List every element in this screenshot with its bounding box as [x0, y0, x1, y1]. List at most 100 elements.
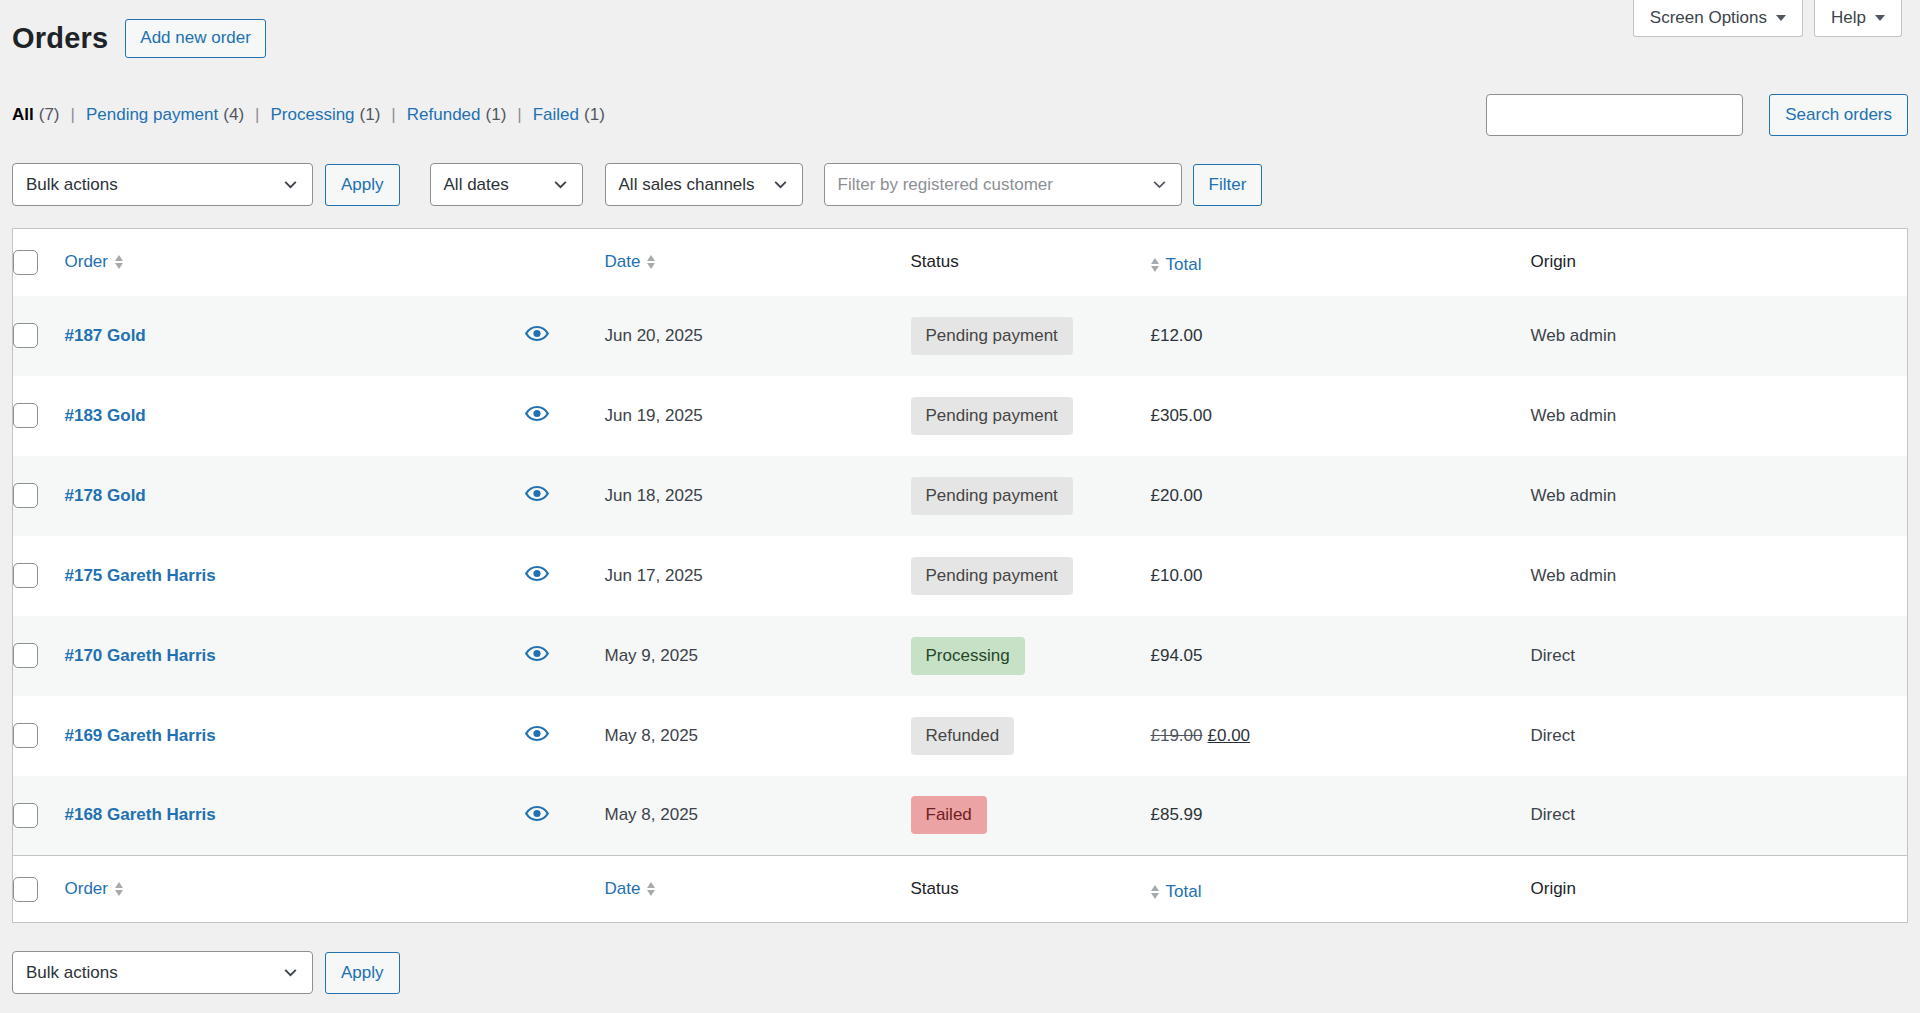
screen-options-tab[interactable]: Screen Options: [1633, 0, 1803, 37]
filter-button[interactable]: Filter: [1193, 164, 1263, 206]
orders-page: Orders Add new order All (7) Pending pay…: [0, 0, 1920, 994]
bulk-actions-select[interactable]: Bulk actions: [12, 163, 313, 206]
apply-button-bottom[interactable]: Apply: [325, 952, 400, 994]
order-date: Jun 18, 2025: [605, 456, 911, 536]
preview-eye-icon[interactable]: [525, 325, 549, 342]
preview-eye-icon[interactable]: [525, 405, 549, 422]
table-footer: Order Date Status Total: [13, 856, 1908, 923]
bulk-actions-selected: Bulk actions: [26, 963, 118, 983]
status-filter-item: Refunded (1): [407, 105, 533, 125]
row-checkbox[interactable]: [13, 323, 38, 348]
order-status-filter-list: All (7) Pending payment (4) Processing (…: [12, 105, 605, 125]
total-amount: £85.99: [1151, 805, 1203, 824]
sort-by-order-link[interactable]: Order: [65, 252, 123, 272]
order-link[interactable]: #168 Gareth Harris: [65, 805, 216, 824]
order-link[interactable]: #178 Gold: [65, 486, 146, 505]
views-row: All (7) Pending payment (4) Processing (…: [12, 93, 1908, 136]
chevron-down-icon: [282, 964, 299, 981]
sales-channel-selected: All sales channels: [619, 175, 755, 195]
date-column-label: Date: [605, 252, 641, 272]
order-date: Jun 20, 2025: [605, 296, 911, 376]
order-column-label: Order: [65, 879, 108, 899]
order-column-label: Order: [65, 252, 108, 272]
order-origin: Web admin: [1531, 376, 1908, 456]
order-date: Jun 19, 2025: [605, 376, 911, 456]
sort-by-date-link[interactable]: Date: [605, 252, 656, 272]
orders-table: Order Date Status Total: [12, 228, 1908, 923]
status-filter-item: Failed (1): [533, 105, 605, 125]
date-column-label: Date: [605, 879, 641, 899]
chevron-down-icon: [1776, 15, 1786, 21]
status-column-label: Status: [911, 252, 959, 271]
sales-channel-filter-select[interactable]: All sales channels: [605, 163, 803, 206]
total-amount: £10.00: [1151, 566, 1203, 585]
status-filter-link[interactable]: Failed: [533, 105, 579, 125]
bulk-actions-select-bottom[interactable]: Bulk actions: [12, 951, 313, 994]
select-all-checkbox[interactable]: [13, 250, 38, 275]
screen-options-label: Screen Options: [1650, 8, 1767, 28]
sort-by-total-link[interactable]: Total: [1151, 882, 1202, 902]
status-filter-link[interactable]: Pending payment: [86, 105, 218, 125]
origin-column-label: Origin: [1531, 252, 1576, 271]
status-filter-link[interactable]: All: [12, 105, 34, 125]
order-row: #178 Gold Jun 18, 2025 Pending payment £…: [13, 456, 1908, 536]
order-row: #169 Gareth Harris May 8, 2025 Refunded …: [13, 696, 1908, 776]
row-checkbox[interactable]: [13, 483, 38, 508]
status-filter-count: (1): [584, 105, 605, 125]
order-total: £20.00: [1151, 456, 1531, 536]
order-date: Jun 17, 2025: [605, 536, 911, 616]
order-link[interactable]: #187 Gold: [65, 326, 146, 345]
order-link[interactable]: #170 Gareth Harris: [65, 646, 216, 665]
total-amount: £20.00: [1151, 486, 1203, 505]
sort-by-order-link[interactable]: Order: [65, 879, 123, 899]
bulk-actions-selected: Bulk actions: [26, 175, 118, 195]
dates-filter-selected: All dates: [444, 175, 509, 195]
order-link[interactable]: #175 Gareth Harris: [65, 566, 216, 585]
chevron-down-icon: [772, 176, 789, 193]
status-column-label: Status: [911, 879, 959, 898]
select-all-checkbox[interactable]: [13, 877, 38, 902]
order-origin: Web admin: [1531, 536, 1908, 616]
search-orders-button[interactable]: Search orders: [1769, 94, 1908, 136]
order-total: £10.00: [1151, 536, 1531, 616]
order-total: £19.00£0.00: [1151, 696, 1531, 776]
preview-eye-icon[interactable]: [525, 645, 549, 662]
total-amount: £305.00: [1151, 406, 1212, 425]
sort-by-total-link[interactable]: Total: [1151, 255, 1202, 275]
search-orders-input[interactable]: [1486, 94, 1743, 136]
chevron-down-icon: [1151, 176, 1168, 193]
order-link[interactable]: #183 Gold: [65, 406, 146, 425]
order-origin: Web admin: [1531, 456, 1908, 536]
sort-by-date-link[interactable]: Date: [605, 879, 656, 899]
preview-eye-icon[interactable]: [525, 805, 549, 822]
order-link[interactable]: #169 Gareth Harris: [65, 726, 216, 745]
order-row: #175 Gareth Harris Jun 17, 2025 Pending …: [13, 536, 1908, 616]
order-row: #183 Gold Jun 19, 2025 Pending payment £…: [13, 376, 1908, 456]
row-checkbox[interactable]: [13, 803, 38, 828]
sort-arrows-icon: [115, 882, 123, 896]
row-checkbox[interactable]: [13, 643, 38, 668]
total-column-label: Total: [1166, 882, 1202, 902]
row-checkbox[interactable]: [13, 563, 38, 588]
order-row: #168 Gareth Harris May 8, 2025 Failed £8…: [13, 776, 1908, 856]
status-badge: Processing: [911, 637, 1025, 675]
status-badge: Refunded: [911, 717, 1015, 755]
preview-eye-icon[interactable]: [525, 485, 549, 502]
total-amount: £12.00: [1151, 326, 1203, 345]
preview-eye-icon[interactable]: [525, 725, 549, 742]
order-origin: Direct: [1531, 696, 1908, 776]
help-tab[interactable]: Help: [1814, 0, 1902, 37]
order-total: £94.05: [1151, 616, 1531, 696]
search-box: Search orders: [1486, 94, 1908, 136]
customer-filter-select[interactable]: Filter by registered customer: [824, 163, 1182, 206]
dates-filter-select[interactable]: All dates: [430, 163, 583, 206]
status-filter-link[interactable]: Processing: [270, 105, 354, 125]
preview-eye-icon[interactable]: [525, 565, 549, 582]
status-filter-link[interactable]: Refunded: [407, 105, 481, 125]
row-checkbox[interactable]: [13, 723, 38, 748]
chevron-down-icon: [1875, 15, 1885, 21]
add-new-order-button[interactable]: Add new order: [125, 19, 266, 58]
status-filter-item: Processing (1): [270, 105, 406, 125]
apply-button[interactable]: Apply: [325, 164, 400, 206]
row-checkbox[interactable]: [13, 403, 38, 428]
